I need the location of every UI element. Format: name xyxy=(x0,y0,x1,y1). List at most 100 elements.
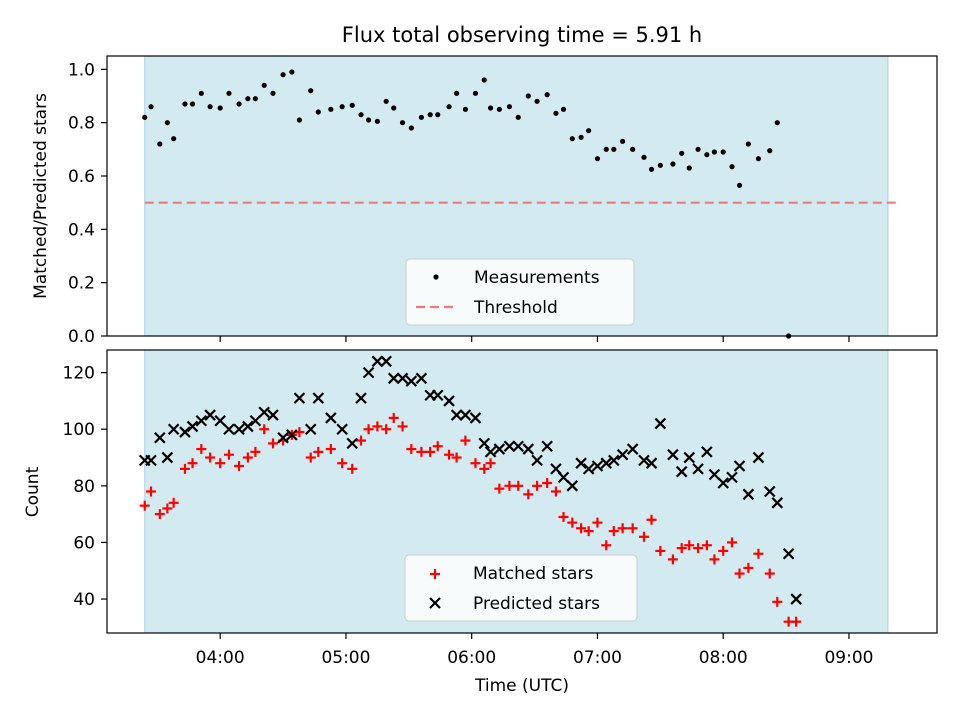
y-tick-label: 40 xyxy=(73,590,95,610)
predicted-star-point xyxy=(415,372,428,385)
top-panel: 0.0 0.2 0.4 0.6 0.8 1.0 Matched/Predicted sta… xyxy=(31,55,938,347)
legend-label-measurements: Measurements xyxy=(474,268,600,288)
x-tick-label: 04:00 xyxy=(196,648,245,668)
matched-star-point xyxy=(162,503,173,514)
predicted-star-point xyxy=(531,454,543,467)
measurement-point xyxy=(695,146,701,152)
predicted-star-point xyxy=(600,457,613,469)
predicted-star-point xyxy=(683,451,696,464)
measurement-point xyxy=(704,152,710,158)
matched-star-point xyxy=(592,517,603,528)
predicted-star-point xyxy=(726,471,738,484)
x-tick-label: 06:00 xyxy=(447,648,496,668)
predicted-star-point xyxy=(443,395,455,407)
predicted-star-point xyxy=(708,468,721,481)
predicted-star-point xyxy=(195,414,208,427)
x-axis-label: Time (UTC) xyxy=(474,676,569,696)
matched-star-point xyxy=(601,540,612,551)
predicted-star-point xyxy=(484,446,497,458)
predicted-star-point xyxy=(249,414,262,427)
measurement-point xyxy=(569,136,575,142)
measurement-point xyxy=(544,92,550,98)
predicted-star-point xyxy=(161,451,174,464)
predicted-star-point xyxy=(717,477,729,489)
measurement-point xyxy=(745,141,751,147)
matched-star-point xyxy=(223,449,234,460)
matched-star-point xyxy=(372,421,383,432)
measurement-point xyxy=(358,112,364,118)
matched-star-point xyxy=(381,424,392,435)
predicted-star-point xyxy=(405,375,418,387)
predicted-star-point xyxy=(258,406,270,419)
matched-star-point xyxy=(485,458,496,469)
top-axes: 0.0 0.2 0.4 0.6 0.8 1.0 xyxy=(68,60,850,347)
matched-stars-series xyxy=(139,412,802,627)
matched-star-point xyxy=(693,543,704,554)
legend-box xyxy=(404,554,638,622)
measurement-point xyxy=(515,114,521,120)
measurement-point xyxy=(236,101,242,107)
predicted-star-point xyxy=(771,497,784,509)
measurement-point xyxy=(157,141,163,147)
matched-star-point xyxy=(772,596,783,607)
predicted-star-point xyxy=(503,440,516,452)
matched-star-point xyxy=(146,486,157,497)
x-tick-label: 05:00 xyxy=(321,648,370,668)
predicted-star-point xyxy=(645,457,658,469)
matched-star-point xyxy=(479,463,490,474)
matched-star-point xyxy=(558,511,569,522)
predicted-star-point xyxy=(336,423,348,436)
measurement-point xyxy=(594,156,601,162)
predicted-star-point xyxy=(293,392,306,404)
y-tick-label: 120 xyxy=(63,364,95,384)
y-tick-label: 0.2 xyxy=(68,274,95,294)
matched-star-point xyxy=(168,497,179,508)
predicted-star-point xyxy=(582,463,595,475)
matched-star-point xyxy=(305,452,316,463)
predicted-star-point xyxy=(638,454,650,467)
top-legend: Measurements Threshold xyxy=(405,258,635,326)
predicted-star-point xyxy=(493,443,506,455)
predicted-star-point xyxy=(242,420,254,433)
measurement-point xyxy=(189,101,196,107)
matched-star-point xyxy=(337,458,348,469)
matched-star-point xyxy=(451,452,462,463)
measurement-point xyxy=(729,164,735,170)
measurement-point xyxy=(679,150,685,156)
measurement-point xyxy=(603,146,609,152)
predicted-star-point xyxy=(557,471,570,484)
measurement-point xyxy=(736,182,743,188)
y-tick-label: 0.4 xyxy=(68,220,95,240)
matched-star-point xyxy=(406,444,417,455)
matched-star-point xyxy=(655,545,666,556)
measurement-point xyxy=(315,109,321,115)
measurement-point xyxy=(270,90,276,96)
predicted-star-point xyxy=(387,372,400,385)
predicted-star-point xyxy=(675,465,688,478)
matched-star-point xyxy=(718,545,729,556)
predicted-star-point xyxy=(782,547,795,560)
top-y-axis-label: Matched/Predicted stars xyxy=(31,93,51,299)
predicted-star-point xyxy=(692,463,704,475)
matched-star-point xyxy=(460,435,471,446)
matched-star-point xyxy=(617,523,628,534)
bottom-y-axis-label: Count xyxy=(23,466,43,517)
matched-star-point xyxy=(154,509,165,520)
matched-star-point xyxy=(513,480,524,491)
measurement-point xyxy=(349,102,355,108)
predicted-star-point xyxy=(701,446,713,458)
matched-star-point xyxy=(727,537,738,548)
matched-star-point xyxy=(179,463,190,474)
measurement-point xyxy=(289,69,295,75)
matched-star-point xyxy=(416,446,427,457)
legend-box xyxy=(405,258,635,326)
measurement-point xyxy=(774,120,780,126)
measurement-point xyxy=(164,120,170,126)
matched-star-point xyxy=(397,421,408,432)
matched-star-point xyxy=(425,446,436,457)
top-plot-frame xyxy=(106,55,938,337)
matched-star-point xyxy=(583,526,594,537)
measurement-point xyxy=(399,120,406,126)
matched-star-point xyxy=(215,458,226,469)
measurement-point xyxy=(391,105,397,111)
